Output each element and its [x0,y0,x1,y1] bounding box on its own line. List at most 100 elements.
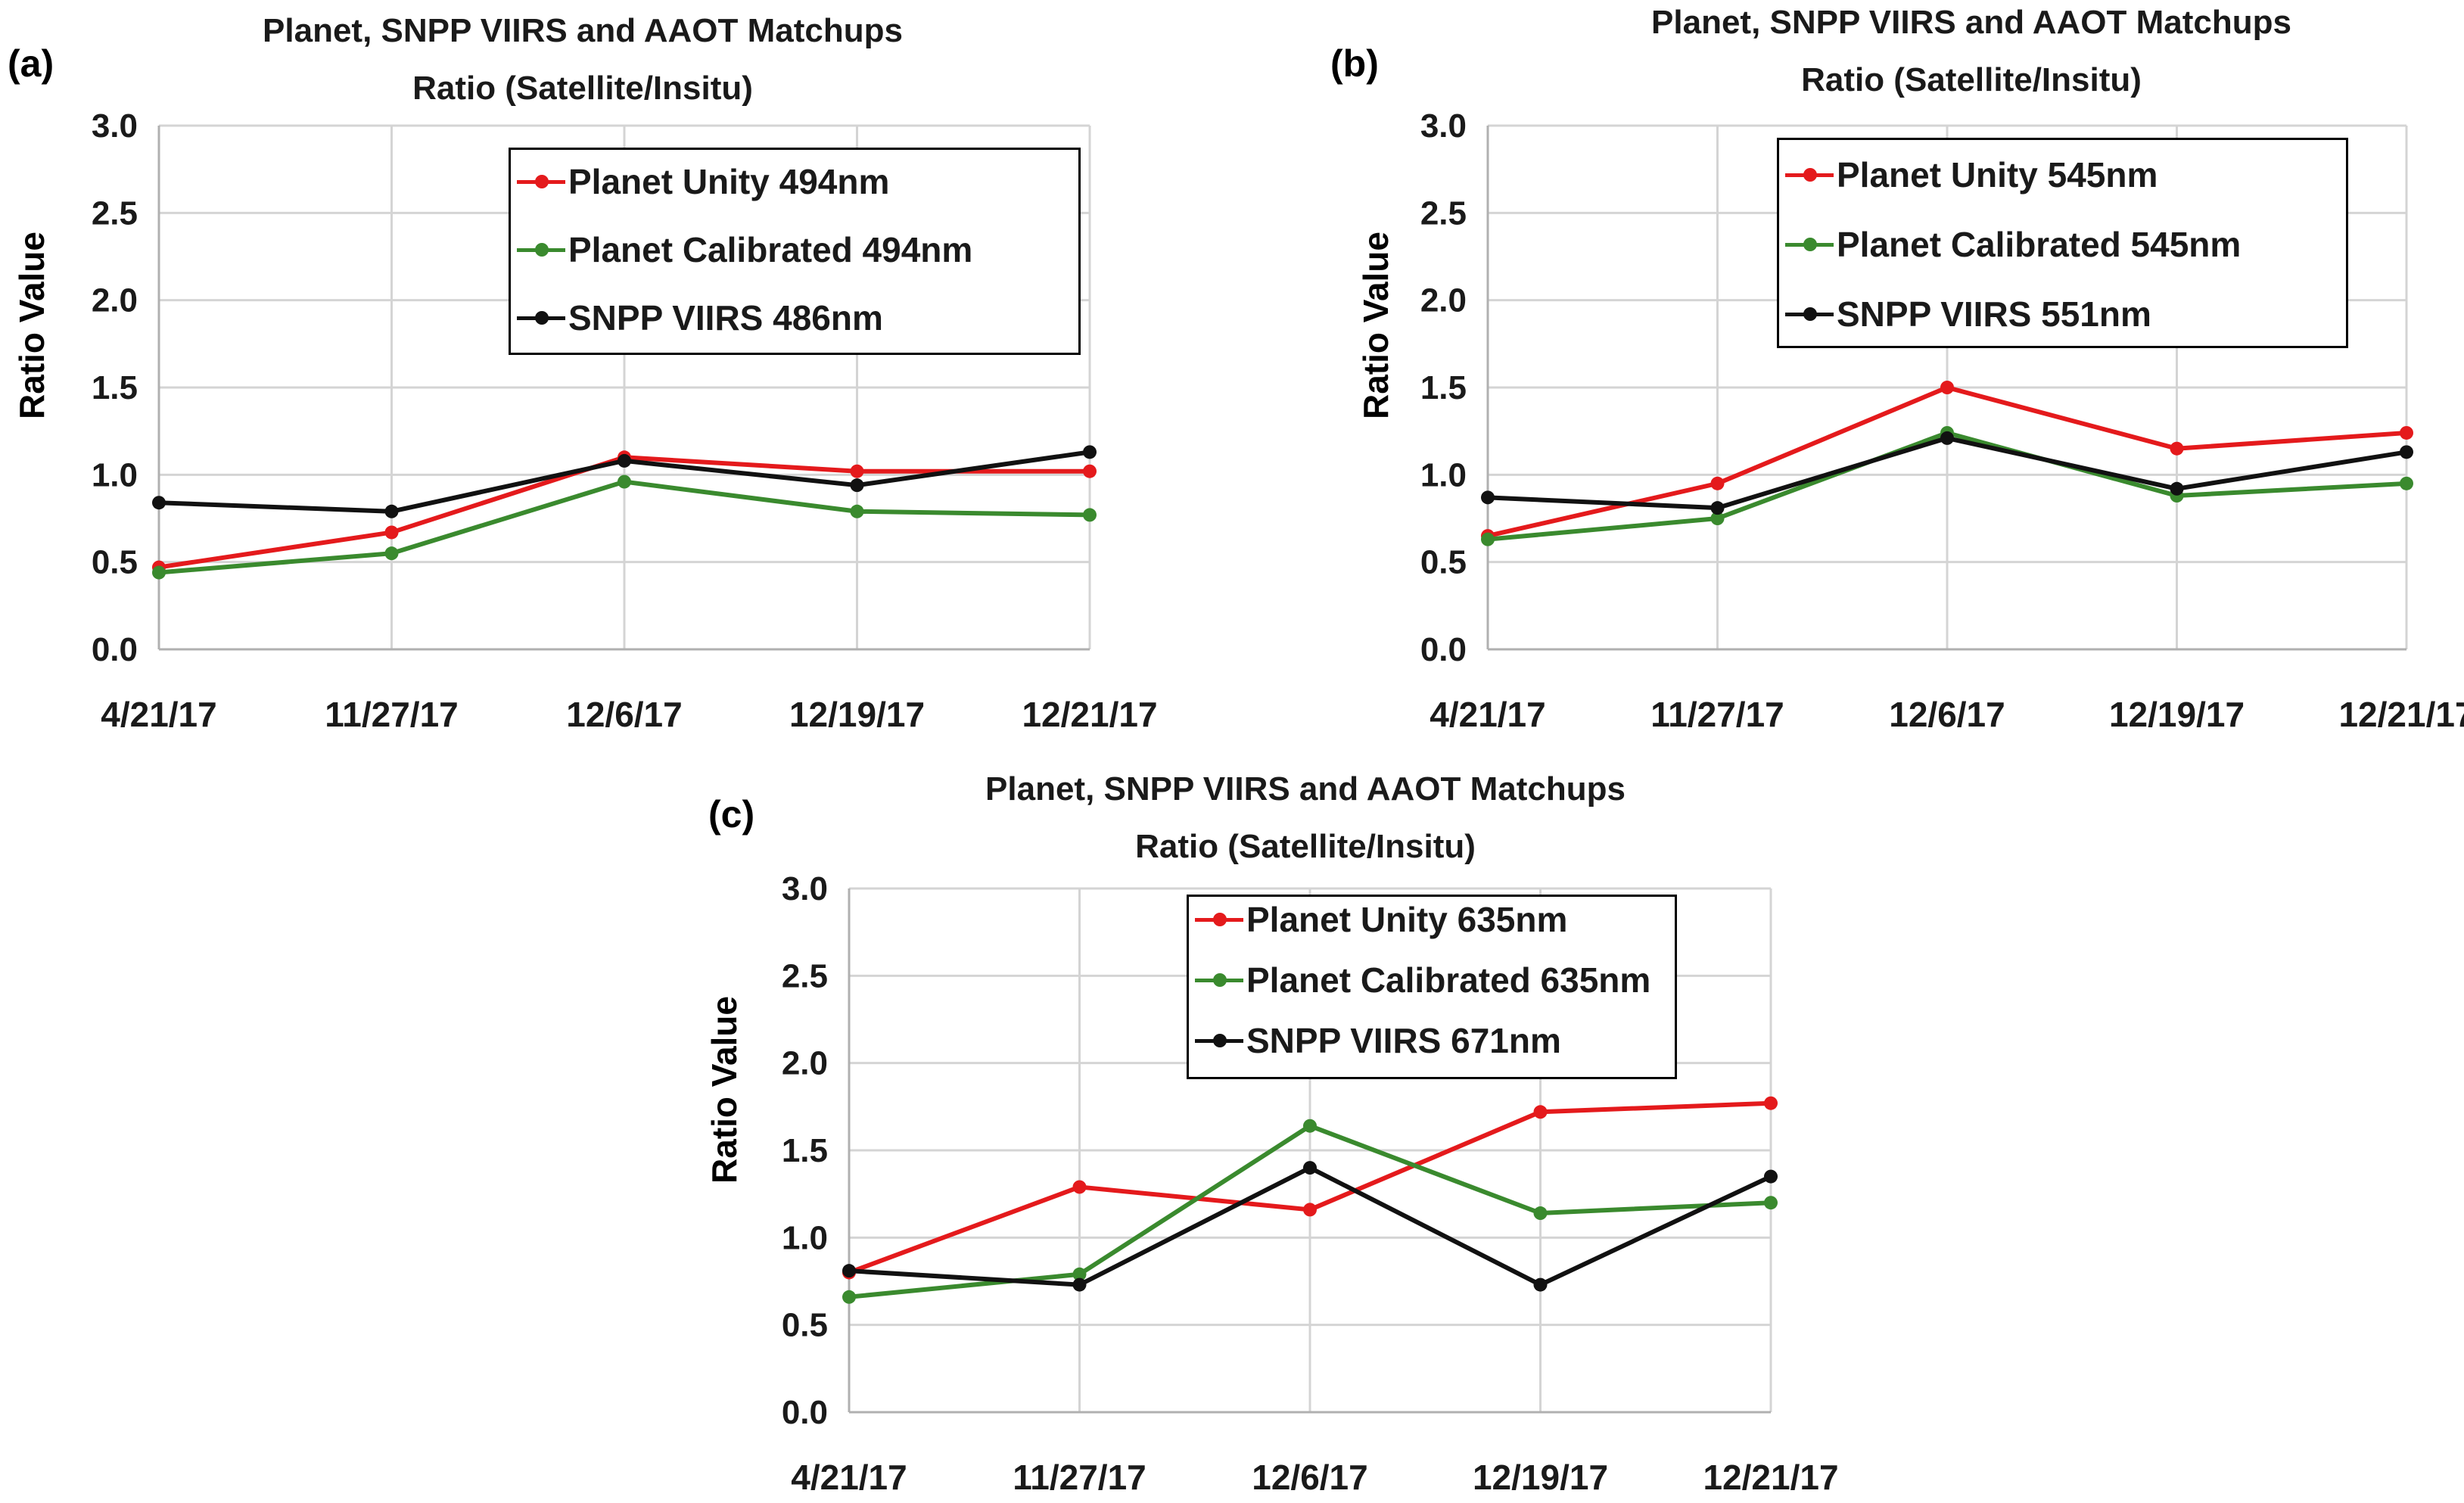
chart-panel-b: (b) Planet, SNPP VIIRS and AAOT Matchups… [1241,0,2464,757]
data-point-black [1083,445,1097,459]
x-tick-label: 4/21/17 [1430,695,1545,734]
plot-area: 0.0 0.5 1.0 1.5 2.0 2.5 3.0 4/21/17 11/27/17 12/6… [1420,107,2464,734]
chart-panel-c: (c) Planet, SNPP VIIRS and AAOT Matchups… [681,757,1862,1503]
x-tick-label: 12/19/17 [2109,695,2245,734]
legend: Planet Unity 545nm Planet Calibrated 545… [1777,138,2348,348]
legend-label: Planet Unity 494nm [568,162,890,201]
x-tick-label: 12/21/17 [1022,695,1157,734]
x-tick-label: 12/19/17 [789,695,925,734]
data-point-green [1710,512,1725,525]
legend-item-planet-calibrated: Planet Calibrated 494nm [511,227,972,272]
legend-label: Planet Unity 635nm [1246,900,1568,939]
legend-label: SNPP VIIRS 551nm [1837,294,2151,334]
data-point-red [1083,464,1097,478]
data-point-black [1710,501,1725,515]
data-point-red [1533,1105,1548,1119]
data-point-black [842,1264,856,1278]
data-point-black [1481,490,1495,505]
data-point-red [850,464,864,478]
y-tick-label: 0.0 [92,631,138,668]
data-point-green [1481,532,1495,546]
data-point-black [2400,445,2413,459]
legend-item-planet-calibrated: Planet Calibrated 635nm [1189,957,1650,1003]
chart-title: Planet, SNPP VIIRS and AAOT Matchups Rat… [91,2,1075,117]
chart-title-line-1: Planet, SNPP VIIRS and AAOT Matchups [985,770,1626,808]
y-tick-label: 1.5 [782,1132,828,1169]
legend-label: SNPP VIIRS 671nm [1246,1021,1561,1060]
x-tick-label: 4/21/17 [101,695,216,734]
legend-item-planet-calibrated: Planet Calibrated 545nm [1779,222,2241,267]
x-tick-label: 12/6/17 [566,695,682,734]
y-tick-label: 1.5 [92,369,138,406]
data-point-black [850,478,864,493]
data-point-black [384,504,399,518]
y-tick-label: 2.5 [92,194,138,232]
legend-label: SNPP VIIRS 486nm [568,298,883,338]
panel-label: (b) [1330,42,1379,85]
y-tick-label: 3.0 [782,870,828,907]
data-point-green [1533,1206,1548,1221]
data-point-black [1303,1161,1317,1175]
x-tick-label: 4/21/17 [791,1458,907,1497]
chart-title-line-2: Ratio (Satellite/Insitu) [412,70,753,107]
data-point-green [2400,476,2413,490]
legend-label: Planet Unity 545nm [1837,155,2158,194]
data-point-green [1303,1119,1317,1133]
data-point-green [842,1290,856,1304]
y-tick-label: 2.5 [1420,194,1467,232]
y-tick-label: 0.0 [782,1394,828,1431]
y-tick-label: 1.0 [1420,456,1467,493]
y-tick-label: 2.5 [782,957,828,994]
legend-item-planet-unity: Planet Unity 494nm [511,159,889,204]
legend: Planet Unity 494nm Planet Calibrated 494… [509,148,1081,355]
y-tick-label: 0.5 [1420,544,1467,581]
data-point-black [618,453,631,468]
chart-title: Planet, SNPP VIIRS and AAOT Matchups Rat… [844,761,1767,876]
legend-item-snpp-viirs: SNPP VIIRS 671nm [1189,1018,1561,1063]
chart-title-line-1: Planet, SNPP VIIRS and AAOT Matchups [1651,4,2291,41]
chart-panel-a: (a) Planet, SNPP VIIRS and AAOT Matchups… [0,0,1241,757]
x-tick-label: 12/21/17 [2338,695,2464,734]
legend-label: Planet Calibrated 494nm [568,230,973,269]
y-tick-label: 1.5 [1420,369,1467,406]
y-tick-label: 3.0 [92,107,138,145]
y-tick-label: 2.0 [782,1045,828,1082]
data-point-green [1764,1196,1778,1210]
legend-swatch-green [1189,957,1246,1003]
data-point-red [1072,1180,1087,1194]
legend-swatch-red [1189,897,1246,942]
data-point-black [152,496,166,510]
data-point-red [1303,1203,1317,1217]
data-point-red [2400,425,2413,440]
data-point-green [850,504,864,518]
x-tick-label: 12/19/17 [1473,1458,1608,1497]
chart-title-line-1: Planet, SNPP VIIRS and AAOT Matchups [263,12,903,49]
data-point-black [1764,1169,1778,1184]
legend-item-planet-unity: Planet Unity 635nm [1189,897,1567,942]
legend-item-planet-unity: Planet Unity 545nm [1779,152,2158,198]
legend-swatch-black [511,295,568,341]
legend-item-snpp-viirs: SNPP VIIRS 551nm [1779,291,2151,337]
plot-area: 0.0 0.5 1.0 1.5 2.0 2.5 3.0 4/21/17 11/27/17 12/6… [782,870,1839,1497]
x-tick-label: 11/27/17 [325,695,459,734]
panel-label: (c) [708,793,755,836]
data-point-red [1764,1096,1778,1110]
data-point-green [618,475,631,489]
data-point-green [384,546,399,561]
legend-label: Planet Calibrated 635nm [1246,960,1651,1000]
y-tick-label: 0.0 [1420,631,1467,668]
y-tick-label: 0.5 [782,1307,828,1344]
panel-label: (a) [8,42,54,85]
data-point-green [1083,508,1097,522]
plot-area: 0.0 0.5 1.0 1.5 2.0 2.5 3.0 4/21/17 11/27/17 12/6… [92,107,1158,734]
chart-title: Planet, SNPP VIIRS and AAOT Matchups Rat… [1479,0,2463,109]
legend-swatch-black [1779,291,1837,337]
x-tick-label: 12/6/17 [1252,1458,1367,1497]
y-tick-label: 3.0 [1420,107,1467,145]
data-point-green [1072,1267,1087,1281]
legend-label: Planet Calibrated 545nm [1837,225,2242,264]
data-point-red [384,525,399,540]
y-tick-label: 0.5 [92,544,138,581]
x-tick-label: 12/21/17 [1703,1458,1838,1497]
x-tick-label: 12/6/17 [1889,695,2005,734]
